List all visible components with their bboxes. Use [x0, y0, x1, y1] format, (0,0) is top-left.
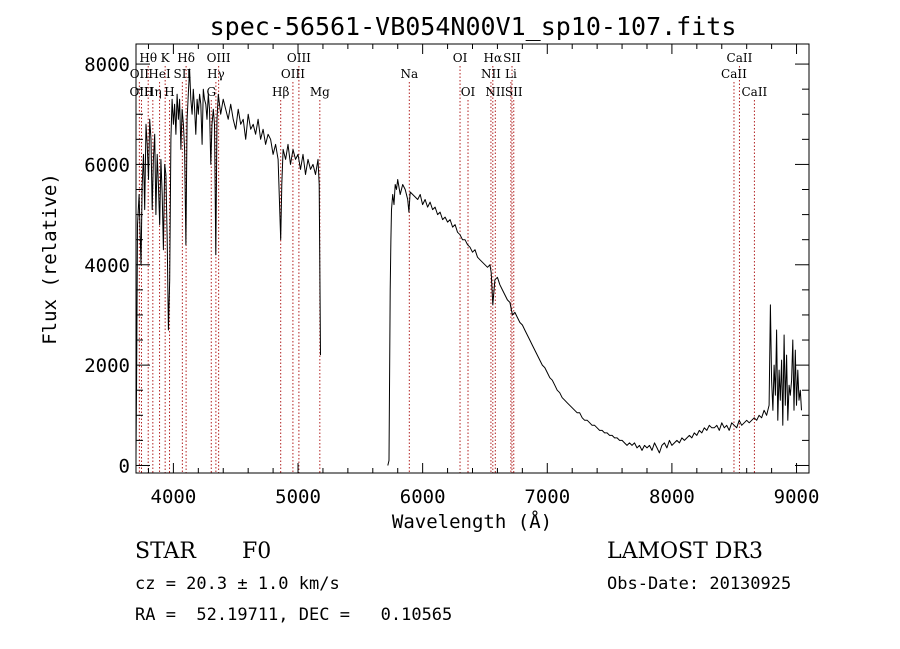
plot-frame	[135, 43, 810, 474]
object-subclass: F0	[242, 539, 271, 564]
survey-name: LAMOST DR3	[607, 539, 763, 564]
line-label-8: SII	[174, 67, 192, 81]
line-label-1: OII	[130, 67, 150, 81]
line-label-15: Mg	[310, 85, 330, 99]
line-label-20: NII	[481, 67, 501, 81]
line-label-3: Hη	[144, 85, 162, 99]
line-label-18: OI	[461, 85, 476, 99]
line-label-25: CaII	[727, 51, 753, 65]
line-label-23: Li	[505, 67, 517, 81]
line-label-0: Hθ	[139, 51, 157, 65]
info-panel: STAR F0 LAMOST DR3 cz = 20.3 ± 1.0 km/s …	[135, 539, 791, 625]
x-tick-label-3: 7000	[524, 486, 570, 508]
line-label-19: Hα	[484, 51, 503, 65]
line-label-26: CaII	[721, 67, 747, 81]
x-tick-label-4: 8000	[649, 486, 695, 508]
axis-ticks: 4000 5000 6000 7000 8000 9000 0 2000 4000 6000 800…	[84, 44, 819, 508]
redshift-cz: cz = 20.3 ± 1.0 km/s	[135, 574, 340, 594]
line-label-16: Na	[400, 67, 418, 81]
x-tick-label-5: 9000	[774, 486, 820, 508]
x-tick-label-0: 4000	[151, 486, 197, 508]
line-label-11: G	[206, 85, 216, 99]
y-tick-label-1: 2000	[84, 355, 130, 377]
flux-series	[135, 68, 802, 466]
flux-segment-0	[135, 68, 321, 456]
line-label-5: K	[161, 51, 171, 65]
line-label-9: OIII	[207, 51, 231, 65]
x-tick-label-1: 5000	[275, 486, 321, 508]
line-label-22: SII	[503, 51, 521, 65]
x-axis-label: Wavelength (Å)	[392, 510, 552, 533]
line-label-27: CaII	[741, 85, 767, 99]
y-tick-label-2: 4000	[84, 255, 130, 277]
observation-date: Obs-Date: 20130925	[607, 574, 791, 594]
object-class: STAR	[135, 539, 197, 564]
line-label-24: SII	[505, 85, 523, 99]
flux-segment-1	[387, 179, 802, 466]
line-label-7: Hδ	[177, 51, 195, 65]
x-tick-label-2: 6000	[400, 486, 446, 508]
y-tick-label-0: 0	[119, 455, 130, 477]
line-label-17: OI	[453, 51, 468, 65]
line-label-14: Hβ	[272, 85, 289, 99]
line-label-13: OIII	[281, 67, 305, 81]
y-axis-label: Flux (relative)	[39, 173, 61, 345]
line-label-21: NII	[485, 85, 505, 99]
ra-dec-coordinates: RA = 52.19711, DEC = 0.10565	[135, 605, 452, 625]
line-label-6: H	[164, 85, 174, 99]
line-label-12: OIII	[287, 51, 311, 65]
chart-title: spec-56561-VB054N00V1_sp10-107.fits	[210, 12, 737, 41]
line-label-10: Hγ	[207, 67, 225, 81]
line-label-4: HeI	[148, 67, 171, 81]
y-tick-label-3: 6000	[84, 154, 130, 176]
y-tick-label-4: 8000	[84, 54, 130, 76]
